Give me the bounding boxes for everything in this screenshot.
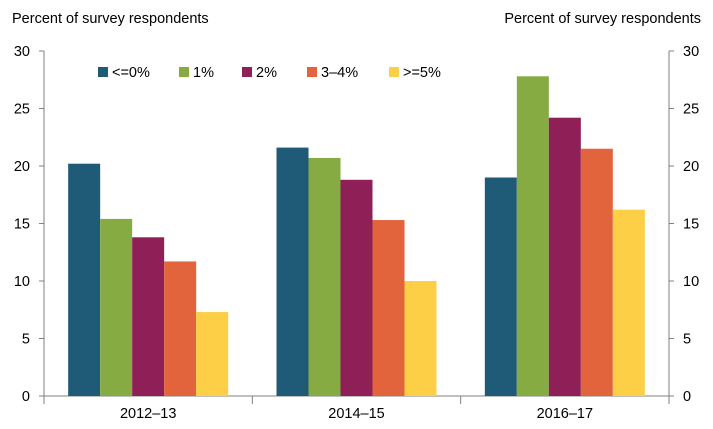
bars <box>68 76 645 397</box>
legend-label: 2% <box>256 65 277 81</box>
bar <box>196 312 229 396</box>
bar <box>548 117 581 396</box>
legend-label: 3–4% <box>321 65 358 81</box>
y-tick-label-right: 15 <box>683 217 699 233</box>
y-tick-label-right: 0 <box>683 389 691 405</box>
bar <box>68 163 101 396</box>
y-tick-label-left: 0 <box>22 389 30 405</box>
bar <box>404 281 437 396</box>
y-axis-label-right: Percent of survey respondents <box>504 11 701 27</box>
bar <box>484 177 517 396</box>
y-tick-label-right: 25 <box>683 102 699 118</box>
y-tick-label-right: 20 <box>683 159 699 175</box>
legend-swatch <box>242 67 252 77</box>
legend-swatch <box>179 67 189 77</box>
legend-label: 1% <box>193 65 214 81</box>
bar <box>372 220 405 396</box>
legend-swatch <box>307 67 317 77</box>
y-axis-label-left: Percent of survey respondents <box>12 11 209 27</box>
bar <box>612 209 645 396</box>
y-tick-label-left: 5 <box>22 332 30 348</box>
axis-ticks: 0 0 5 5 10 10 15 15 20 20 25 25 30 30 2012–13 2014–15 20… <box>14 44 699 422</box>
bar <box>132 237 165 396</box>
x-tick-label: 2016–17 <box>537 406 593 422</box>
legend-swatch <box>389 67 399 77</box>
bar <box>580 148 613 396</box>
legend-label: >=5% <box>403 65 441 81</box>
y-tick-label-left: 15 <box>14 217 30 233</box>
bar <box>100 218 133 396</box>
bar <box>340 179 373 396</box>
y-tick-label-right: 30 <box>683 44 699 60</box>
bar <box>516 76 549 397</box>
y-tick-label-left: 30 <box>14 44 30 60</box>
bar <box>164 261 197 396</box>
x-tick-label: 2012–13 <box>120 406 176 422</box>
legend: <=0% 1% 2% 3–4% >=5% <box>98 65 441 81</box>
y-tick-label-right: 10 <box>683 274 699 290</box>
y-tick-label-left: 10 <box>14 274 30 290</box>
y-tick-label-right: 5 <box>683 332 691 348</box>
y-tick-label-left: 20 <box>14 159 30 175</box>
y-tick-label-left: 25 <box>14 102 30 118</box>
legend-swatch <box>98 67 108 77</box>
bar <box>276 147 309 396</box>
x-tick-label: 2014–15 <box>328 406 384 422</box>
bar <box>308 157 341 396</box>
legend-label: <=0% <box>112 65 150 81</box>
